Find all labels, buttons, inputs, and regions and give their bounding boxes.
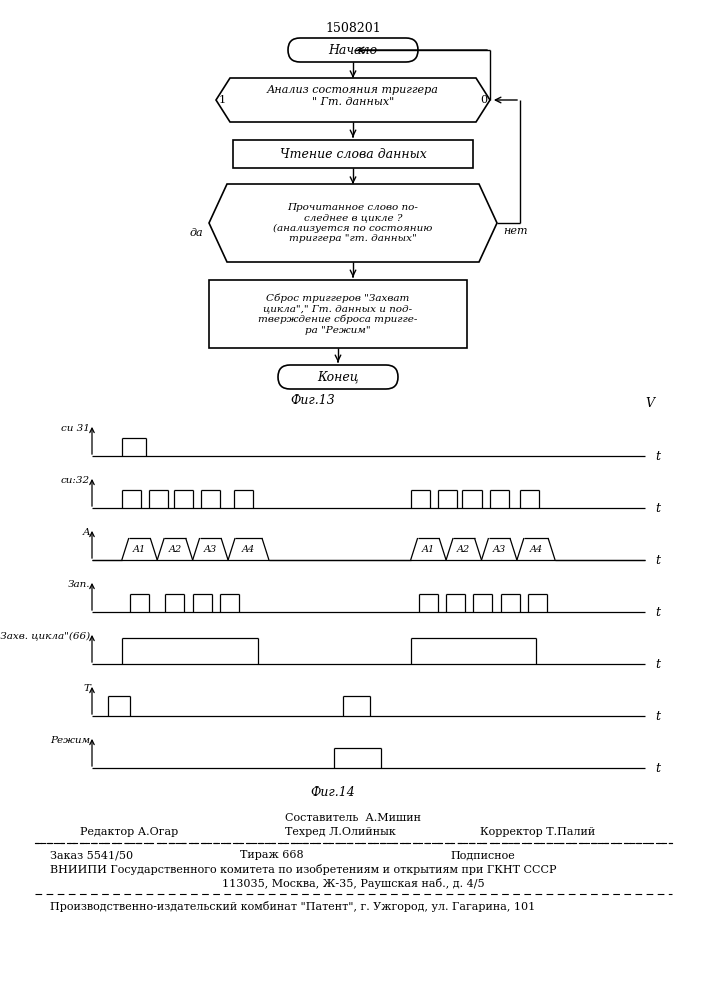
Text: Фиг.14: Фиг.14 [310, 786, 356, 800]
Text: t: t [655, 710, 660, 722]
Text: t: t [655, 554, 660, 566]
Text: 1508201: 1508201 [325, 22, 381, 35]
Text: Режим: Режим [50, 736, 90, 745]
Text: t: t [655, 658, 660, 670]
Text: T: T [83, 684, 90, 693]
Text: Сброс триггеров "Захват
цикла"," Гт. данных и под-
тверждение сброса тригге-
ра : Сброс триггеров "Захват цикла"," Гт. дан… [258, 293, 418, 335]
Text: Подписное: Подписное [450, 850, 515, 860]
Text: Корректор Т.Палий: Корректор Т.Палий [480, 827, 595, 837]
Text: Начало: Начало [329, 43, 378, 56]
Text: A4: A4 [242, 544, 255, 554]
Text: A: A [83, 528, 90, 537]
Text: t: t [655, 502, 660, 514]
Text: си 31: си 31 [61, 424, 90, 433]
Text: Производственно-издательский комбинат "Патент", г. Ужгород, ул. Гагарина, 101: Производственно-издательский комбинат "П… [50, 901, 535, 912]
Text: Тр., Захв. цикла"(66): Тр., Захв. цикла"(66) [0, 632, 90, 641]
Polygon shape [209, 184, 497, 262]
Bar [209, 280, 467, 348]
Text: 1: 1 [219, 95, 226, 105]
Text: Чтение слова данных: Чтение слова данных [280, 147, 426, 160]
Text: t: t [655, 450, 660, 462]
Text: Анализ состояния триггера
" Гт. данных": Анализ состояния триггера " Гт. данных" [267, 85, 439, 107]
Text: Зап.: Зап. [67, 580, 90, 589]
Text: Техред Л.Олийнык: Техред Л.Олийнык [285, 827, 396, 837]
FancyBboxPatch shape [278, 365, 398, 389]
Text: си:32: си:32 [61, 476, 90, 485]
Text: A1: A1 [133, 544, 146, 554]
Polygon shape [216, 78, 490, 122]
Bar [233, 140, 473, 168]
Text: A1: A1 [422, 544, 435, 554]
Text: ВНИИПИ Государственного комитета по изобретениям и открытиям при ГКНТ СССР: ВНИИПИ Государственного комитета по изоб… [50, 864, 556, 875]
Text: A2: A2 [168, 544, 182, 554]
Text: t: t [655, 762, 660, 774]
Text: Заказ 5541/50: Заказ 5541/50 [50, 850, 133, 860]
Text: Составитель  А.Мишин: Составитель А.Мишин [285, 813, 421, 823]
Text: 0: 0 [480, 95, 487, 105]
Text: да: да [189, 228, 203, 238]
Text: A3: A3 [493, 544, 506, 554]
Text: A2: A2 [457, 544, 470, 554]
Text: нет: нет [503, 226, 527, 236]
Text: A4: A4 [530, 544, 543, 554]
Text: Прочитанное слово по-
следнее в цикле ?
(анализуется по состоянию
триггера "гт. : Прочитанное слово по- следнее в цикле ? … [274, 203, 433, 243]
Text: A3: A3 [204, 544, 217, 554]
Text: Конец: Конец [317, 370, 358, 383]
Text: Тираж 668: Тираж 668 [240, 850, 303, 860]
Text: 113035, Москва, Ж-35, Раушская наб., д. 4/5: 113035, Москва, Ж-35, Раушская наб., д. … [222, 878, 484, 889]
Text: t: t [655, 605, 660, 618]
Text: V: V [645, 397, 655, 410]
Text: Редактор А.Огар: Редактор А.Огар [80, 827, 178, 837]
Text: Фиг.13: Фиг.13 [291, 393, 335, 406]
FancyBboxPatch shape [288, 38, 418, 62]
